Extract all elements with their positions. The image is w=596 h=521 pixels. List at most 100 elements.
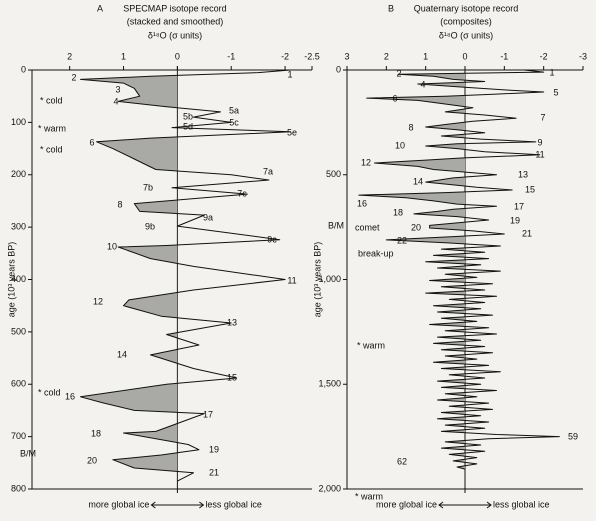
stage-label: 10 [395,140,405,150]
stage-label: 11 [535,149,544,159]
x-tick-label: 1 [423,51,428,61]
x-tick-label: -2.5 [304,51,320,61]
stage-label: 15 [525,184,535,194]
ice-arrow [150,501,205,509]
stage-label: 62 [397,456,407,466]
stage-label: 21 [209,467,219,477]
stage-label: 5d [183,121,193,131]
stage-label: 7a [263,166,273,176]
x-tick-label: 1 [121,51,126,61]
isotope-curve [80,69,291,482]
x-tick-label: -2 [540,51,548,61]
stage-label: 9c [267,234,277,244]
stage-label: 11 [287,275,296,285]
stage-label: 16 [65,391,75,401]
stage-label: 5 [553,87,558,97]
panel-title: Quaternary isotope record [414,3,519,13]
stage-label: 6 [89,137,94,147]
y-tick-label: 700 [11,431,26,441]
note: * cold [40,144,63,154]
y-axis-label: age (10³ years BP) [6,242,16,318]
x-tick-label: -2 [281,51,289,61]
x-tick-label: 0 [462,51,467,61]
y-tick-label: 1,500 [318,379,341,389]
stage-label: 13 [518,169,528,179]
stage-label: 20 [87,455,97,465]
stage-label: 21 [522,228,532,238]
y-tick-label: 500 [11,326,26,336]
stage-label: 1 [549,67,554,77]
left-arrow-label: more global ice [88,499,149,509]
ice-arrow [438,501,492,509]
x-tick-label: -1 [227,51,235,61]
stage-label: 7 [540,112,545,122]
panel-label: B [388,3,394,13]
stage-label: 16 [357,198,367,208]
y-tick-label: 200 [11,169,26,179]
stage-label: 7c [237,188,247,198]
stage-label: 4 [420,79,425,89]
note: * cold [38,387,61,397]
x-tick-label: 2 [67,51,72,61]
stage-label: 4 [113,96,118,106]
left-arrow-label: more global ice [376,499,437,509]
stage-label: 19 [209,444,219,454]
stage-label: 15 [227,372,237,382]
note: B/M [20,448,36,458]
stage-label: 5b [183,111,193,121]
stage-label: 8 [408,122,413,132]
stage-label: 18 [393,207,403,217]
stage-label: 9a [203,212,213,222]
y-tick-label: 600 [11,379,26,389]
stage-label: 14 [413,176,423,186]
x-tick-label: -3 [579,51,587,61]
y-tick-label: 100 [11,117,26,127]
note: * warm [355,491,383,501]
note: * warm [357,340,385,350]
stage-label: 8 [117,199,122,209]
x-tick-label: -1 [500,51,508,61]
stage-label: 1 [287,69,292,79]
panel-subtitle: (stacked and smoothed) [127,16,224,26]
stage-label: 2 [396,68,401,78]
stage-label: 17 [514,201,524,211]
stage-label: 3 [115,84,120,94]
glacial-shading [80,75,178,472]
stage-label: 10 [107,241,117,251]
x-tick-label: 2 [384,51,389,61]
x-axis-label: δ¹⁸O (σ units) [439,30,493,40]
y-tick-label: 400 [11,274,26,284]
stage-label: 14 [117,349,127,359]
panel-label: A [97,3,103,13]
y-tick-label: 0 [336,64,341,74]
y-tick-label: 800 [11,483,26,493]
note: comet [355,222,380,232]
stage-label: 19 [510,215,520,225]
note: * warm [38,123,66,133]
stage-label: 22 [397,235,407,245]
isotope-curve [358,69,560,470]
x-axis-label: δ¹⁸O (σ units) [148,30,202,40]
stage-label: 2 [71,72,76,82]
stage-label: 12 [93,296,103,306]
stage-label: 12 [361,157,371,167]
stage-label: 6 [392,93,397,103]
y-tick-label: 1,000 [318,274,341,284]
stage-label: 5a [229,105,239,115]
note: B/M [328,220,344,230]
note: * cold [40,95,63,105]
stage-label: 17 [203,409,213,419]
note: break-up [358,248,394,258]
stage-label: 9b [145,221,155,231]
y-tick-label: 300 [11,222,26,232]
panel-title: SPECMAP isotope record [123,3,226,13]
stage-label: 13 [227,317,237,327]
y-tick-label: 0 [21,64,26,74]
x-tick-label: 3 [344,51,349,61]
stage-label: 5c [229,117,239,127]
stage-label: 7b [143,182,153,192]
y-axis-label: age (10³ years BP) [312,242,322,318]
stage-label: 20 [411,222,421,232]
stage-label: 9 [537,137,542,147]
